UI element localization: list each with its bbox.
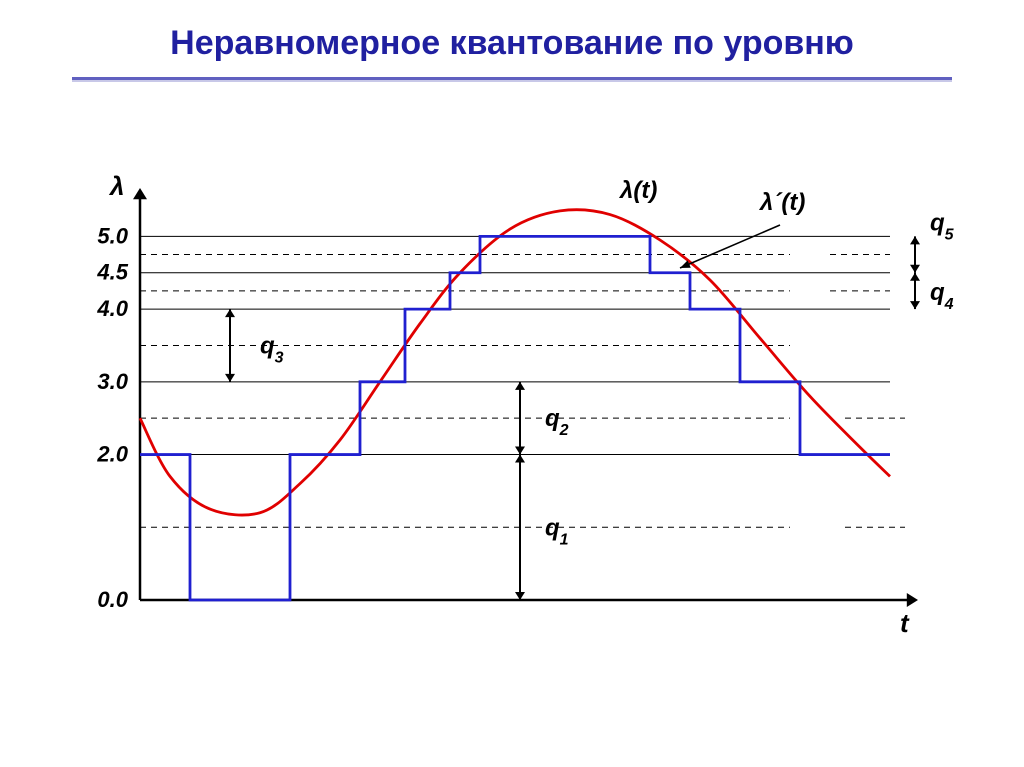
y-tick-label: 4.0: [96, 296, 128, 321]
y-tick-label: 0.0: [97, 587, 128, 612]
continuous-curve: [140, 210, 890, 515]
y-tick-label: 5.0: [97, 223, 128, 248]
chart-svg: 0.0 2.0 3.0 4.0 4.5 5.0 λ t q3 q1 q2 q4 q5 λ(t) λ´(t): [60, 140, 960, 700]
curve-label: λ(t): [618, 177, 657, 204]
title-divider: [72, 77, 952, 82]
y-tick-label: 4.5: [96, 260, 128, 285]
q2-label: q2: [545, 405, 569, 439]
y-tick-label: 3.0: [97, 369, 128, 394]
page-title: Неравномерное квантование по уровню: [0, 0, 1024, 63]
q4-label: q4: [930, 279, 954, 313]
y-axis-label: λ: [108, 171, 124, 201]
y-tick-label: 2.0: [96, 442, 128, 467]
quantization-chart: 0.0 2.0 3.0 4.0 4.5 5.0 λ t q3 q1 q2 q4 q5 λ(t) λ´(t): [60, 140, 960, 700]
q1-label: q1: [545, 514, 569, 548]
q3-label: q3: [260, 332, 284, 366]
x-axis-label: t: [900, 608, 910, 638]
q5-label: q5: [930, 209, 955, 243]
step-label: λ´(t): [758, 189, 805, 216]
